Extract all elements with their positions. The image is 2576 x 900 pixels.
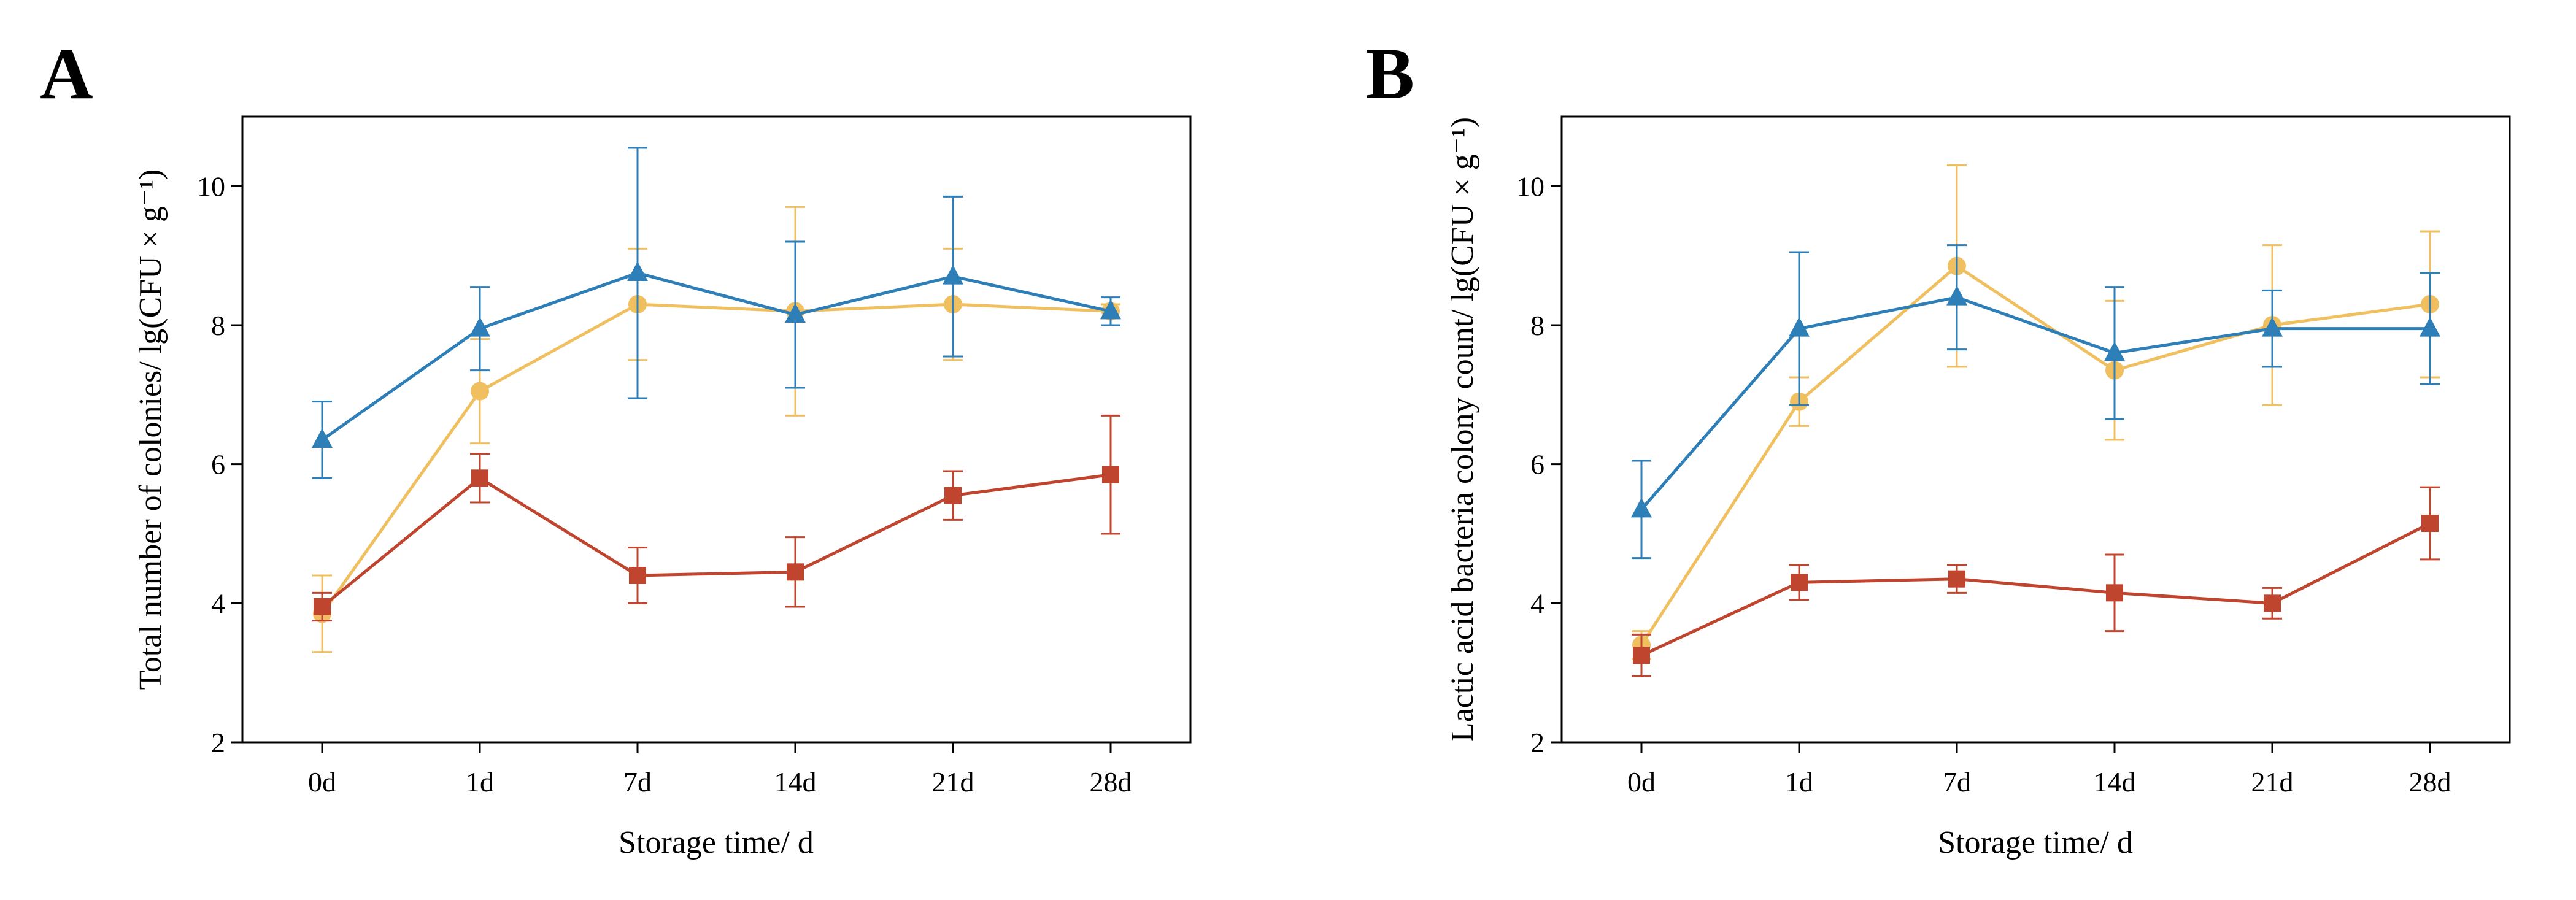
data-point-circle (471, 382, 489, 401)
y-tick-label: 4 (1530, 588, 1544, 619)
series-line (1640, 521, 2431, 657)
y-ticks-b: 2 4 6 8 10 (1516, 171, 1562, 758)
data-point-square (787, 563, 804, 581)
x-axis-title-a: Storage time/ d (619, 825, 814, 860)
x-tick-label: 28d (2409, 766, 2451, 798)
plot-frame-a (241, 115, 1192, 744)
x-tick-label: 1d (466, 766, 494, 798)
plot-frame-b (1560, 115, 2511, 744)
panel-label-b: B (1365, 33, 1414, 114)
y-tick-label: 10 (197, 171, 225, 202)
y-tick-label: 2 (211, 727, 225, 758)
data-point-square (2421, 515, 2439, 532)
data-point-square (629, 567, 646, 584)
data-point-square (1102, 466, 1119, 483)
x-tick-label: 0d (1627, 766, 1656, 798)
x-tick-label: 21d (2251, 766, 2294, 798)
y-axis-title-a: Total number of colonies/ lg(CFU × g⁻¹) (133, 169, 168, 690)
series-group-a (312, 147, 1121, 653)
series-line (320, 302, 1111, 615)
data-point-triangle (1100, 299, 1121, 320)
data-point-triangle (2420, 317, 2440, 337)
data-point-square (2106, 584, 2123, 602)
series-line (321, 473, 1111, 608)
x-tick-label: 1d (1785, 766, 1813, 798)
x-tick-label: 28d (1090, 766, 1132, 798)
data-point-triangle (627, 261, 648, 281)
data-point-triangle (2104, 341, 2125, 361)
chart-panel-b: B 2 4 6 8 10 0d 1d 7d 14d 21d 28d Storage time/ d… (1365, 33, 2511, 860)
data-point-triangle (2262, 317, 2283, 337)
y-ticks-a: 2 4 6 8 10 (197, 171, 242, 758)
x-tick-label: 14d (2094, 766, 2136, 798)
series-yellow-circle-a (312, 206, 1120, 653)
data-point-square (944, 487, 962, 504)
x-axis-title-b: Storage time/ d (1938, 825, 2133, 860)
data-point-triangle (1789, 317, 1810, 337)
series-line (321, 271, 1111, 442)
y-tick-label: 2 (1530, 727, 1544, 758)
data-point-triangle (1631, 498, 1652, 518)
data-point-triangle (943, 264, 963, 285)
series-line (1640, 264, 2431, 646)
y-tick-label: 8 (211, 310, 225, 341)
x-tick-label: 14d (774, 766, 817, 798)
data-point-square (471, 469, 488, 487)
x-tick-label: 0d (308, 766, 336, 798)
data-point-triangle (312, 428, 333, 448)
data-point-square (1948, 570, 1965, 588)
x-ticks-b: 0d 1d 7d 14d 21d 28d (1627, 742, 2451, 798)
y-tick-label: 6 (1530, 449, 1544, 480)
y-axis-title-b: Lactic acid bacteria colony count/ lg(CF… (1445, 117, 1480, 742)
series-red-square-a (312, 414, 1120, 622)
data-point-square (314, 598, 331, 615)
series-line (1640, 296, 2430, 510)
series-red-square-b (1632, 486, 2440, 677)
data-point-triangle (1946, 285, 1967, 306)
y-tick-label: 4 (211, 588, 225, 619)
x-ticks-a: 0d 1d 7d 14d 21d 28d (308, 742, 1132, 798)
panel-label-a: A (40, 33, 93, 114)
series-blue-triangle-a (312, 147, 1121, 479)
data-point-square (1633, 647, 1650, 664)
data-point-triangle (469, 317, 490, 337)
x-tick-label: 7d (1943, 766, 1971, 798)
y-tick-label: 8 (1530, 310, 1544, 341)
data-point-square (2264, 594, 2281, 612)
y-tick-label: 6 (211, 449, 225, 480)
series-blue-triangle-b (1631, 244, 2440, 560)
data-point-triangle (785, 303, 806, 323)
data-point-square (1791, 574, 1808, 591)
y-tick-label: 10 (1516, 171, 1544, 202)
x-tick-label: 7d (623, 766, 652, 798)
series-group-b (1631, 164, 2440, 677)
x-tick-label: 21d (932, 766, 974, 798)
chart-panel-a: A 2 4 6 8 10 0d 1d 7d 14d 21d 28d Storage time/ d… (40, 33, 1192, 860)
